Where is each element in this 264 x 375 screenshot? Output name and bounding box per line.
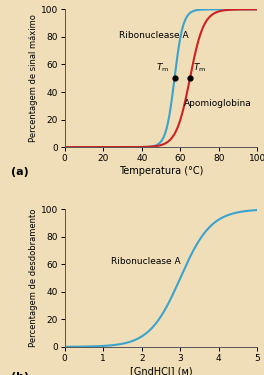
- Text: Ribonuclease A: Ribonuclease A: [111, 257, 181, 266]
- Text: (a): (a): [11, 166, 29, 177]
- Text: (b): (b): [11, 372, 29, 375]
- Y-axis label: Percentagem de sinal máximo: Percentagem de sinal máximo: [29, 14, 38, 142]
- Text: Apomioglobina: Apomioglobina: [184, 99, 252, 108]
- X-axis label: Temperatura (°C): Temperatura (°C): [119, 166, 203, 176]
- Y-axis label: Percentagem de desdobramento: Percentagem de desdobramento: [29, 209, 38, 347]
- Text: $T_\mathrm{m}$: $T_\mathrm{m}$: [193, 62, 206, 74]
- X-axis label: [GndHCl] (м): [GndHCl] (м): [130, 366, 192, 375]
- Text: Ribonuclease A: Ribonuclease A: [119, 31, 188, 40]
- Text: $T_\mathrm{m}$: $T_\mathrm{m}$: [157, 62, 170, 74]
